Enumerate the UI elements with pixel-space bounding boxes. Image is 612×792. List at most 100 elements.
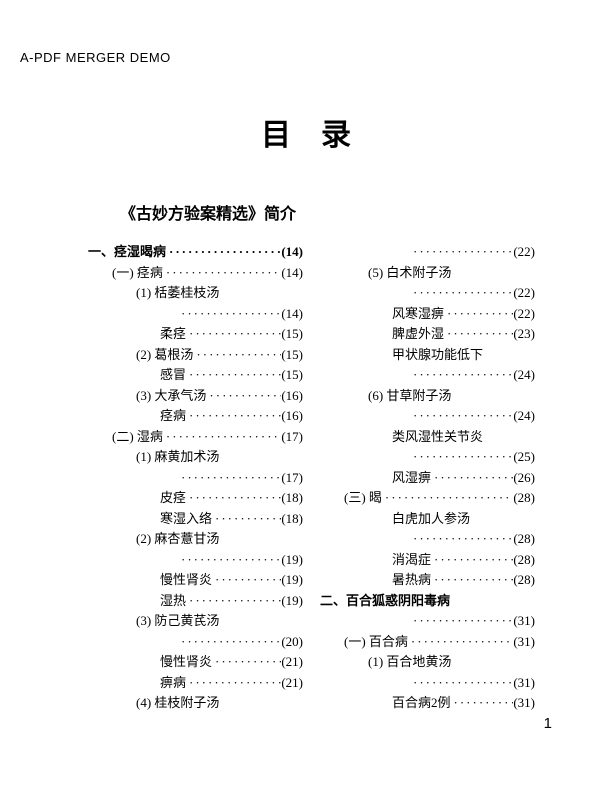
toc-leader-dots: ········································… [431, 550, 513, 571]
toc-leader-dots: ········································… [178, 550, 281, 571]
toc-page-ref: (28) [513, 550, 535, 571]
toc-entry: (3) 大承气汤································… [88, 386, 303, 407]
toc-entry: 皮痉······································… [88, 488, 303, 509]
toc-label: 柔痉 [160, 324, 186, 345]
toc-leader-dots: ········································… [408, 632, 513, 653]
toc-entry: 风湿痹·····································… [320, 468, 535, 489]
toc-leader-dots: ········································… [212, 509, 281, 530]
toc-page-ref: (31) [513, 673, 535, 694]
toc-leader-dots: ········································… [410, 365, 513, 386]
toc-label: (一) 百合病 [344, 632, 408, 653]
toc-leader-dots: ········································… [178, 304, 281, 325]
toc-entry: 类风湿性关节炎 [320, 427, 535, 448]
toc-label: 二、百合狐惑阴阳毒病 [320, 591, 450, 612]
toc-leader-dots: ········································… [410, 673, 513, 694]
toc-page-ref: (31) [513, 611, 535, 632]
toc-page-ref: (15) [281, 365, 303, 386]
page-number: 1 [544, 715, 552, 732]
toc-entry: 百合病2例···································… [320, 693, 535, 714]
toc-page-ref: (15) [281, 324, 303, 345]
toc-entry: (1) 麻黄加术汤 [88, 447, 303, 468]
toc-entry: (1) 百合地黄汤 [320, 652, 535, 673]
toc-label: (1) 百合地黄汤 [368, 652, 451, 673]
toc-label: (二) 湿病 [112, 427, 163, 448]
toc-label: 痉病 [160, 406, 186, 427]
toc-label: (6) 甘草附子汤 [368, 386, 451, 407]
toc-label: (5) 白术附子汤 [368, 263, 451, 284]
toc-page-ref: (17) [281, 427, 303, 448]
toc-page-ref: (22) [513, 283, 535, 304]
toc-page-ref: (16) [281, 406, 303, 427]
toc-page-ref: (23) [513, 324, 535, 345]
toc-entry: 慢性肾炎····································… [88, 652, 303, 673]
toc-label: (3) 大承气汤 [136, 386, 206, 407]
toc-label: 一、痉湿暍病 [88, 242, 166, 263]
toc-leader-dots: ········································… [410, 242, 513, 263]
toc-leader-dots: ········································… [163, 263, 281, 284]
toc-page-ref: (31) [513, 693, 535, 714]
toc-page-ref: (15) [281, 345, 303, 366]
toc-entry: 痉病······································… [88, 406, 303, 427]
toc-entry: 柔痉······································… [88, 324, 303, 345]
toc-leader-dots: ········································… [451, 693, 514, 714]
toc-entry: ········································… [320, 529, 535, 550]
toc-leader-dots: ········································… [410, 406, 513, 427]
toc-entry: ········································… [320, 673, 535, 694]
toc-leader-dots: ········································… [431, 468, 513, 489]
toc-label: 百合病2例 [392, 693, 451, 714]
toc-entry: (6) 甘草附子汤 [320, 386, 535, 407]
toc-entry: (2) 麻杏薏甘汤 [88, 529, 303, 550]
toc-entry: ········································… [88, 304, 303, 325]
toc-page-ref: (18) [281, 488, 303, 509]
toc-entry: (二) 湿病··································… [88, 427, 303, 448]
toc-leader-dots: ········································… [444, 324, 513, 345]
toc-page-ref: (28) [513, 570, 535, 591]
toc-entry: ········································… [320, 242, 535, 263]
toc-leader-dots: ········································… [186, 365, 281, 386]
toc-leader-dots: ········································… [186, 673, 281, 694]
toc-page-ref: (14) [281, 242, 303, 263]
toc-page-ref: (22) [513, 304, 535, 325]
toc-page-ref: (18) [281, 509, 303, 530]
toc-page-ref: (24) [513, 365, 535, 386]
toc-leader-dots: ········································… [193, 345, 281, 366]
toc-label: 脾虚外湿 [392, 324, 444, 345]
toc-entry: ········································… [88, 550, 303, 571]
toc-leader-dots: ········································… [431, 570, 513, 591]
toc-leader-dots: ········································… [410, 283, 513, 304]
toc-page-ref: (22) [513, 242, 535, 263]
toc-page-ref: (14) [281, 263, 303, 284]
toc-leader-dots: ········································… [166, 242, 281, 263]
toc-entry: ········································… [320, 283, 535, 304]
toc-label: 皮痉 [160, 488, 186, 509]
toc-leader-dots: ········································… [186, 488, 281, 509]
toc-entry: 慢性肾炎····································… [88, 570, 303, 591]
toc-label: 白虎加人参汤 [392, 509, 470, 530]
toc-page-ref: (28) [513, 529, 535, 550]
toc-leader-dots: ········································… [186, 324, 281, 345]
toc-entry: (4) 桂枝附子汤 [88, 693, 303, 714]
toc-leader-dots: ········································… [206, 386, 281, 407]
toc-entry: 湿热······································… [88, 591, 303, 612]
toc-label: (三) 暍 [344, 488, 382, 509]
toc-entry: (1) 栝萎桂枝汤 [88, 283, 303, 304]
toc-leader-dots: ········································… [163, 427, 281, 448]
toc-entry: ········································… [320, 611, 535, 632]
toc-label: 感冒 [160, 365, 186, 386]
toc-label: (1) 栝萎桂枝汤 [136, 283, 219, 304]
toc-entry: 甲状腺功能低下 [320, 345, 535, 366]
toc-entry: ········································… [320, 406, 535, 427]
toc-entry: (3) 防己黄芪汤 [88, 611, 303, 632]
toc-label: (2) 葛根汤 [136, 345, 193, 366]
toc-leader-dots: ········································… [212, 652, 281, 673]
toc-leader-dots: ········································… [212, 570, 281, 591]
toc-label: 暑热病 [392, 570, 431, 591]
toc-label: 慢性肾炎 [160, 652, 212, 673]
toc-entry: ········································… [320, 365, 535, 386]
toc-leader-dots: ········································… [410, 529, 513, 550]
toc-entry: 消渴症·····································… [320, 550, 535, 571]
toc-entry: 脾虚外湿····································… [320, 324, 535, 345]
toc-entry: 二、百合狐惑阴阳毒病 [320, 591, 535, 612]
toc-label: 慢性肾炎 [160, 570, 212, 591]
toc-column-right: ········································… [320, 242, 535, 714]
